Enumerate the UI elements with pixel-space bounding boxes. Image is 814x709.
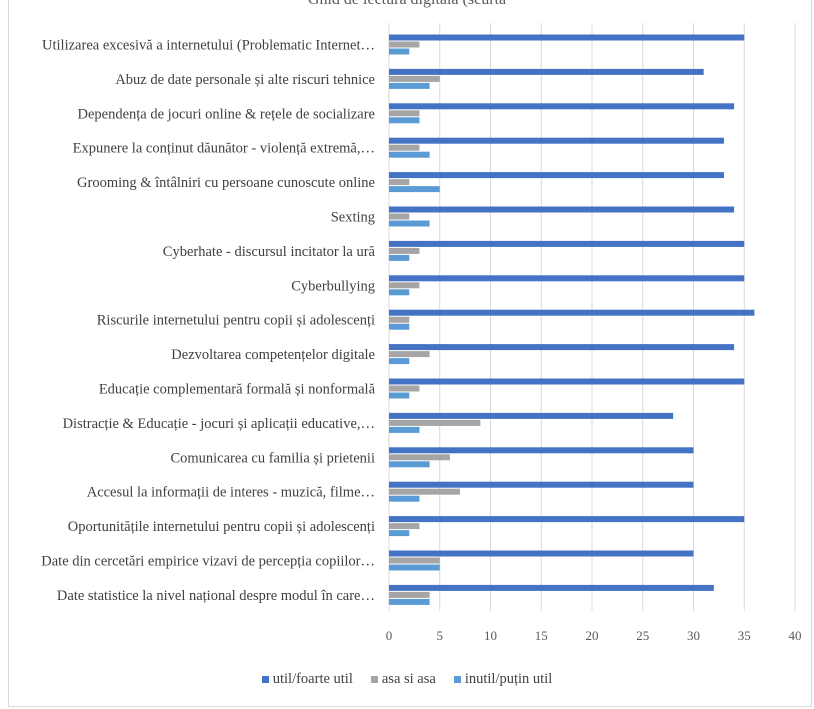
x-tick-label: 40 [789,628,802,643]
bar-inutil [389,392,410,399]
bar-util [389,344,735,351]
category-labels: Utilizarea excesivă a internetului (Prob… [41,38,375,604]
bar-inutil [389,564,440,571]
category-label: Abuz de date personale și alte riscuri t… [115,72,375,88]
bar-asa-si-asa [389,488,461,495]
bar-asa-si-asa [389,179,410,186]
bar-util [389,516,745,523]
bar-inutil [389,358,410,365]
bar-asa-si-asa [389,144,420,151]
bar-inutil [389,151,430,158]
x-tick-label: 25 [636,628,649,643]
bar-asa-si-asa [389,41,420,48]
bars [389,34,755,605]
category-label: Cyberhate - discursul incitator la ură [163,244,376,260]
category-label: Dezvoltarea competențelor digitale [171,347,375,363]
bar-util [389,240,745,247]
bar-asa-si-asa [389,523,420,530]
bar-util [389,206,735,213]
bar-inutil [389,254,410,261]
bar-asa-si-asa [389,557,440,564]
category-label: Date din cercetări empirice vizavi de pe… [41,554,375,570]
bar-asa-si-asa [389,591,430,598]
category-label: Distracție & Educație - jocuri și aplica… [63,416,375,432]
category-label: Riscurile internetului pentru copii și a… [97,313,375,329]
bar-inutil [389,220,430,227]
x-tick-label: 0 [386,628,393,643]
category-label: Utilizarea excesivă a internetului (Prob… [42,38,375,54]
bar-inutil [389,323,410,330]
bar-util [389,447,694,454]
legend-item: inutil/puțin util [453,671,553,688]
category-label: Sexting [331,210,375,226]
legend-label: util/foarte util [272,671,353,687]
legend-item: util/foarte util [261,671,353,688]
bar-asa-si-asa [389,75,440,82]
bar-inutil [389,598,430,605]
category-label: Educație complementară formală și nonfor… [99,382,376,398]
bar-util [389,550,694,557]
category-label: Cyberbullying [291,278,375,294]
bar-inutil [389,48,410,55]
bar-inutil [389,289,410,296]
category-label: Dependența de jocuri online & rețele de … [77,106,375,122]
category-label: Comunicarea cu familia și prietenii [170,450,375,466]
chart-title: Ghid de lectură digitală (scurtă [0,0,814,9]
bar-asa-si-asa [389,110,420,117]
x-axis-ticks: 0 5 10 15 20 25 30 35 40 [386,628,802,643]
legend-label: asa si asa [381,671,436,687]
category-label: Grooming & întâlniri cu persoane cunoscu… [77,175,375,191]
bar-asa-si-asa [389,247,420,254]
legend: util/foarte util asa si asa inutil/puțin u… [0,671,814,688]
category-label: Date statistice la nivel național despre… [57,588,375,604]
bar-util [389,412,674,419]
category-label: Accesul la informații de interes - muzic… [87,485,375,501]
bar-util [389,137,724,144]
bar-inutil [389,461,430,468]
bar-asa-si-asa [389,316,410,323]
gridlines [388,23,796,611]
legend-swatch [261,676,269,683]
legend-item: asa si asa [370,671,436,688]
bar-inutil [389,426,420,433]
legend-swatch [453,676,461,683]
bar-util [389,172,724,179]
legend-swatch [370,676,378,683]
bar-asa-si-asa [389,454,450,461]
chart-frame [8,0,812,707]
bar-asa-si-asa [389,351,430,358]
bar-inutil [389,186,440,193]
x-tick-label: 10 [484,628,497,643]
bar-util [389,275,745,282]
bar-util [389,481,694,488]
bar-asa-si-asa [389,385,420,392]
bar-util [389,309,755,316]
bar-asa-si-asa [389,419,481,426]
bar-util [389,103,735,110]
bar-util [389,378,745,385]
category-label: Oportunitățile internetului pentru copii… [68,519,375,535]
bar-inutil [389,495,420,502]
x-tick-label: 5 [437,628,444,643]
bar-asa-si-asa [389,282,420,289]
bar-util [389,34,745,41]
bar-util [389,584,714,591]
bar-asa-si-asa [389,213,410,220]
x-tick-label: 20 [586,628,599,643]
bar-util [389,68,704,75]
x-tick-label: 35 [738,628,751,643]
legend-label: inutil/puțin util [464,671,553,687]
bar-inutil [389,117,420,124]
x-tick-label: 15 [535,628,548,643]
category-label: Expunere la conținut dăunător - violență… [73,141,375,157]
bar-inutil [389,530,410,537]
x-tick-label: 30 [687,628,700,643]
bar-inutil [389,82,430,89]
